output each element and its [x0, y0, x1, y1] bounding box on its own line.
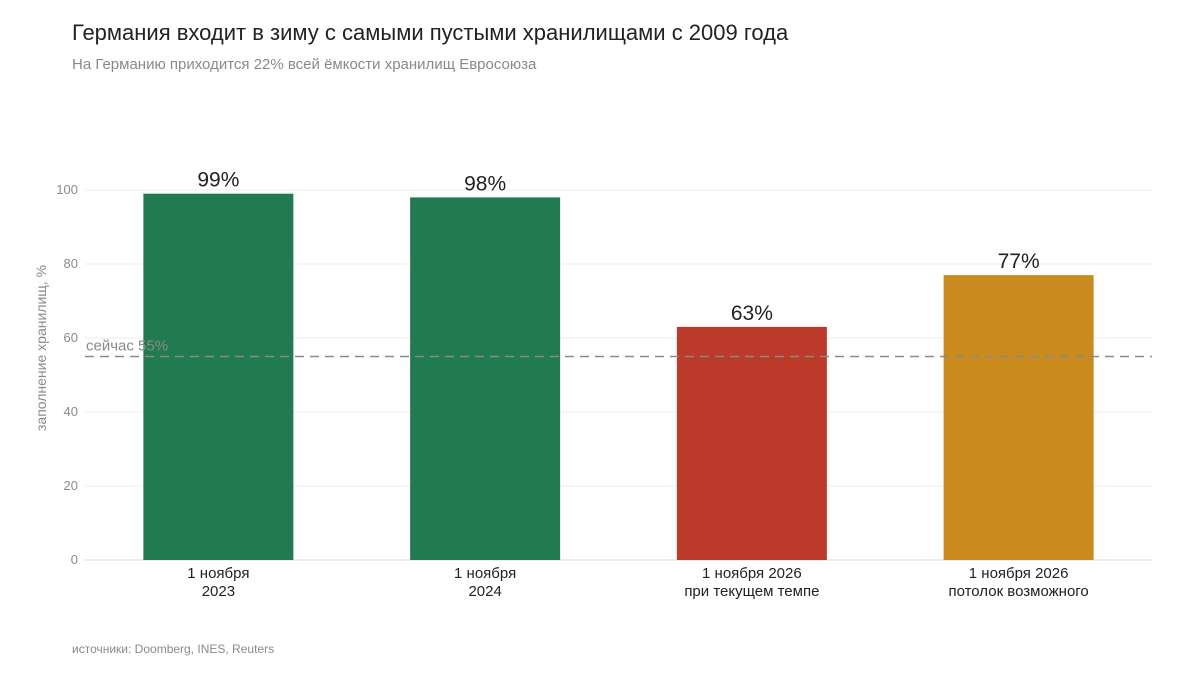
x-tick-label: 1 ноября	[187, 565, 249, 582]
y-tick-label: 40	[64, 404, 78, 419]
y-tick-label: 80	[64, 256, 78, 271]
data-label: 77%	[998, 250, 1040, 273]
x-tick-label: потолок возможного	[948, 583, 1088, 600]
y-tick-label: 100	[56, 182, 78, 197]
chart-subtitle: На Германию приходится 22% всей ёмкости …	[72, 56, 537, 73]
x-tick-label: 2024	[468, 583, 501, 600]
y-tick-label: 60	[64, 330, 78, 345]
x-tick-label: 1 ноября	[454, 565, 516, 582]
x-tick-label: при текущем темпе	[684, 583, 819, 600]
x-tick-label: 2023	[202, 583, 235, 600]
source-note: источники: Doomberg, INES, Reuters	[72, 642, 275, 656]
y-tick-label: 0	[71, 552, 78, 567]
y-axis-label: заполнение хранилищ, %	[33, 265, 49, 431]
bar	[143, 193, 294, 560]
bar	[943, 275, 1094, 560]
data-label: 98%	[464, 172, 506, 195]
bar	[676, 326, 827, 560]
chart-title: Германия входит в зиму с самыми пустыми …	[72, 20, 789, 45]
reference-line-label: сейчас 55%	[86, 338, 168, 355]
data-label: 63%	[731, 302, 773, 325]
y-tick-label: 20	[64, 478, 78, 493]
x-tick-label: 1 ноября 2026	[969, 565, 1069, 582]
x-tick-label: 1 ноября 2026	[702, 565, 802, 582]
data-label: 99%	[197, 169, 239, 192]
bar	[410, 197, 561, 560]
